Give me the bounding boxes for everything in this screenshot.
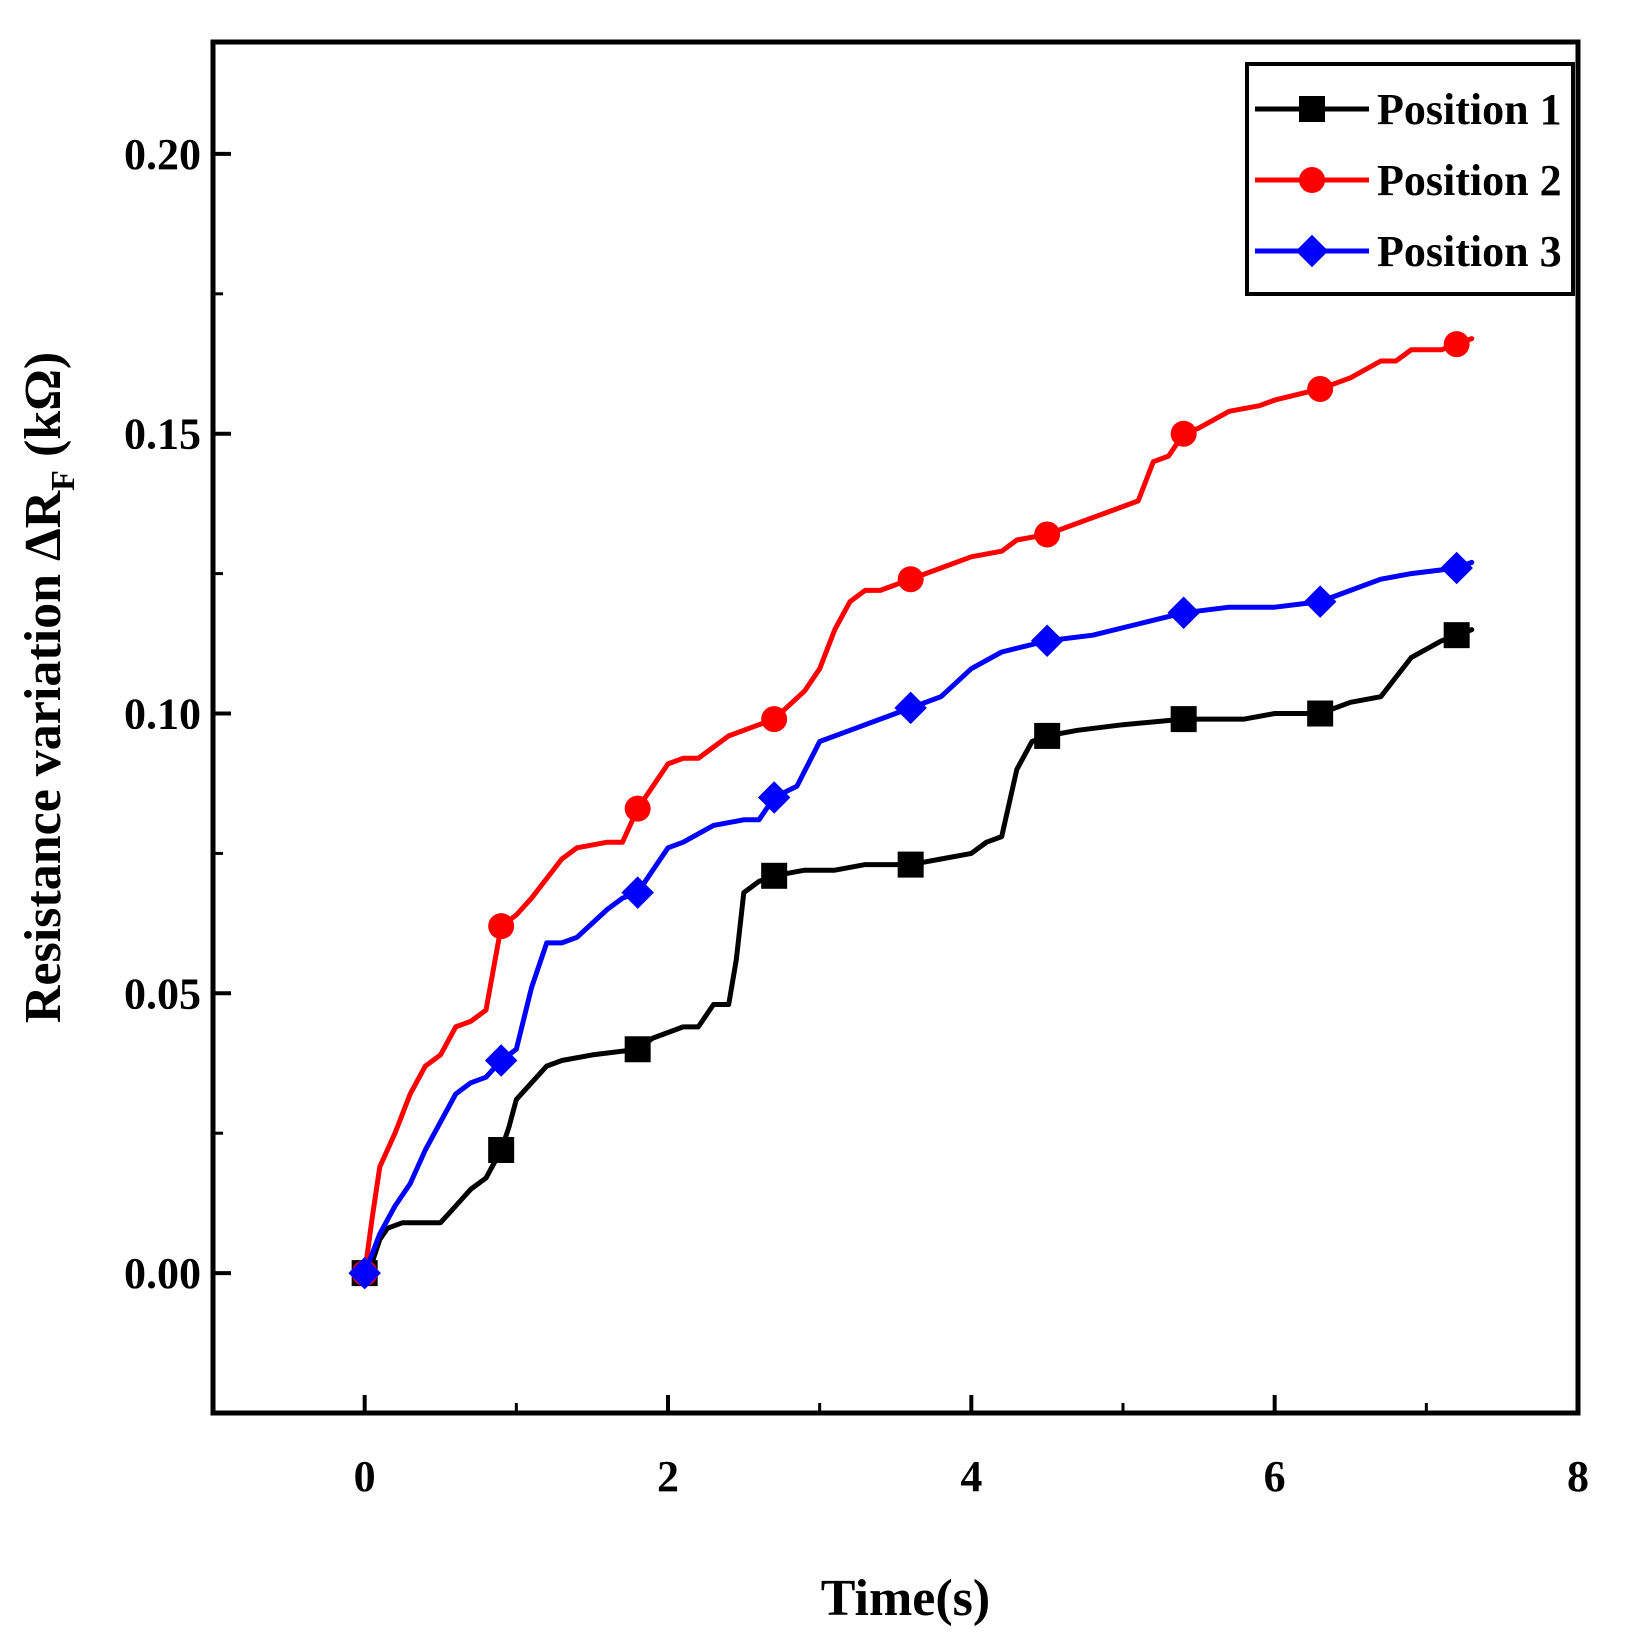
y-tick-label: 0.00: [124, 1249, 201, 1298]
data-point: [1034, 521, 1061, 548]
data-point: [1307, 375, 1334, 402]
data-point: [1307, 700, 1334, 727]
series-layer: [348, 331, 1475, 1290]
series-3: [348, 551, 1475, 1290]
data-point: [1167, 596, 1200, 630]
data-point: [488, 913, 515, 940]
data-point: [624, 1036, 651, 1063]
x-tick-label: 0: [354, 1452, 376, 1501]
data-point: [624, 795, 651, 822]
y-axis: 0.00 0.05 0.10 0.15 0.20: [124, 130, 231, 1298]
y-tick-label: 0.15: [124, 410, 201, 459]
data-point: [1443, 331, 1470, 358]
data-point: [621, 876, 654, 909]
legend-label: Position 3: [1377, 227, 1562, 276]
y-tick-label: 0.10: [124, 690, 201, 739]
x-tick-label: 4: [960, 1452, 982, 1501]
data-point: [348, 1256, 381, 1290]
series-line: [362, 559, 1475, 1276]
data-point: [1030, 624, 1064, 658]
plot-frame: [210, 39, 1581, 1416]
legend-marker: [1299, 167, 1325, 193]
data-point: [1170, 420, 1197, 447]
series-line: [362, 336, 1475, 1276]
data-point: [484, 1044, 518, 1077]
legend-entry: Position 1: [1255, 85, 1562, 134]
legend-entry: Position 2: [1255, 156, 1562, 205]
x-tick-label: 8: [1567, 1452, 1589, 1501]
data-point: [1170, 706, 1197, 733]
data-point: [1443, 622, 1470, 649]
data-point: [894, 691, 927, 725]
legend-entry: Position 3: [1255, 227, 1562, 276]
data-point: [757, 781, 791, 814]
legend-marker: [1295, 234, 1329, 268]
x-tick-label: 6: [1264, 1452, 1286, 1501]
data-point: [1440, 551, 1473, 585]
y-axis-title: Resistance variation ΔRF (kΩ): [15, 352, 82, 1023]
data-point: [761, 706, 788, 733]
series-2: [351, 331, 1475, 1287]
y-tick-label: 0.20: [124, 130, 201, 179]
series-line: [362, 627, 1475, 1276]
legend-marker: [1299, 96, 1325, 122]
legend-label: Position 2: [1377, 156, 1562, 205]
data-point: [1303, 585, 1337, 618]
x-axis: 0 2 4 6 8: [211, 1395, 1589, 1501]
data-point: [488, 1136, 515, 1163]
data-point: [897, 566, 924, 593]
y-tick-label: 0.05: [124, 969, 201, 1018]
legend-label: Position 1: [1377, 85, 1562, 134]
data-point: [761, 862, 788, 889]
data-point: [897, 851, 924, 878]
y-axis-title-subscript: F: [45, 470, 82, 491]
data-point: [1034, 722, 1061, 749]
x-tick-label: 2: [657, 1452, 679, 1501]
x-axis-title: Time(s): [821, 1570, 990, 1627]
y-axis-title-unit: (kΩ): [15, 352, 72, 470]
legend: Position 1 Position 2 Position 3: [1245, 62, 1575, 296]
y-axis-title-main: Resistance variation ΔR: [15, 489, 72, 1023]
